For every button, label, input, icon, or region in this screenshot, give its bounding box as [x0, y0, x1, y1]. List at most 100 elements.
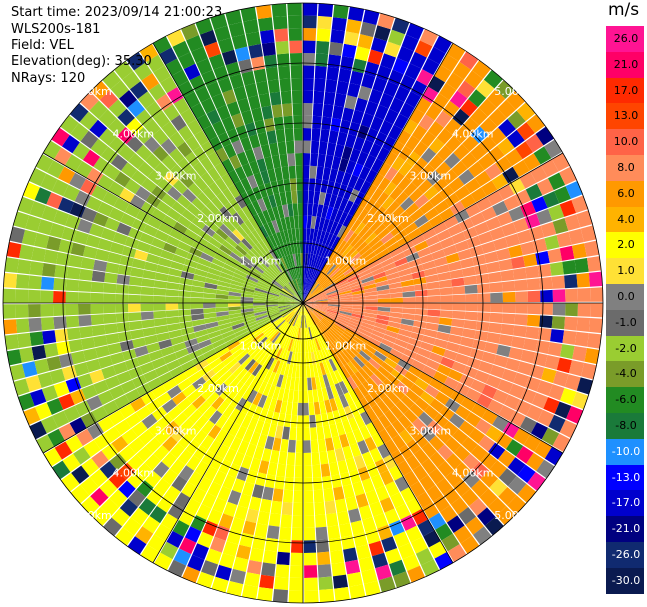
- velocity-gate: [526, 314, 541, 327]
- velocity-gate: [384, 267, 398, 276]
- velocity-gate: [449, 200, 465, 215]
- velocity-gate: [280, 90, 292, 105]
- velocity-gate: [303, 190, 309, 204]
- velocity-gate: [46, 192, 63, 209]
- velocity-gate: [240, 191, 252, 206]
- velocity-gate: [331, 326, 342, 337]
- velocity-gate: [134, 345, 149, 358]
- velocity-gate: [359, 180, 372, 195]
- velocity-gate: [279, 272, 289, 284]
- velocity-gate: [228, 408, 241, 423]
- velocity-gate: [166, 87, 184, 104]
- velocity-gate: [387, 391, 401, 405]
- velocity-gate: [283, 178, 291, 192]
- velocity-gate: [103, 293, 116, 303]
- colorbar-segment: [606, 206, 644, 233]
- ring-label: 2.00km: [197, 212, 239, 225]
- azimuth-spoke: [302, 302, 563, 454]
- velocity-gate: [587, 333, 602, 349]
- velocity-gate: [135, 186, 151, 201]
- velocity-gate: [248, 361, 259, 374]
- velocity-gate: [358, 328, 372, 337]
- velocity-gate: [311, 351, 316, 365]
- velocity-gate: [256, 158, 267, 173]
- velocity-gate: [297, 278, 301, 291]
- velocity-gate: [395, 400, 410, 415]
- velocity-gate: [282, 256, 290, 269]
- velocity-gate: [255, 472, 267, 487]
- velocity-gate: [365, 295, 378, 300]
- velocity-gate: [242, 428, 254, 443]
- velocity-gate: [365, 361, 378, 374]
- velocity-gate: [458, 169, 475, 185]
- velocity-gate: [240, 6, 257, 22]
- velocity-gate: [120, 380, 136, 394]
- velocity-gate: [303, 303, 312, 313]
- velocity-gate: [402, 308, 416, 315]
- velocity-gate: [379, 120, 394, 136]
- velocity-gate: [228, 295, 241, 300]
- velocity-gate: [304, 590, 319, 603]
- velocity-gate: [180, 271, 195, 280]
- velocity-gate: [136, 445, 153, 463]
- velocity-gate: [136, 480, 154, 498]
- velocity-gate: [196, 211, 210, 225]
- velocity-gate: [453, 479, 471, 497]
- colorbar-segment: [606, 232, 644, 259]
- velocity-gate: [269, 358, 278, 372]
- velocity-gate: [279, 78, 291, 92]
- velocity-gate: [216, 289, 229, 296]
- velocity-gate: [231, 139, 245, 155]
- velocity-gate: [453, 143, 470, 161]
- velocity-gate: [464, 178, 481, 194]
- velocity-gate: [272, 16, 288, 30]
- velocity-gate: [290, 299, 303, 303]
- velocity-gate: [295, 253, 299, 266]
- velocity-gate: [190, 291, 204, 298]
- velocity-gate: [286, 140, 295, 154]
- velocity-gate: [267, 221, 276, 235]
- velocity-gate: [289, 577, 303, 591]
- velocity-gate: [224, 390, 237, 405]
- velocity-gate: [269, 91, 282, 106]
- velocity-gate: [262, 196, 272, 210]
- velocity-gate: [184, 526, 202, 543]
- velocity-gate: [365, 489, 380, 505]
- velocity-gate: [146, 398, 162, 414]
- velocity-gate: [162, 378, 178, 392]
- velocity-gate: [269, 264, 280, 276]
- velocity-gate: [229, 316, 243, 323]
- velocity-gate: [407, 228, 422, 240]
- velocity-gate: [373, 244, 387, 255]
- velocity-gate: [299, 315, 302, 328]
- velocity-gate: [369, 390, 382, 404]
- velocity-gate: [192, 376, 206, 390]
- velocity-gate: [365, 299, 378, 303]
- velocity-gate: [303, 265, 305, 278]
- velocity-gate: [364, 436, 377, 452]
- velocity-gate: [255, 314, 268, 321]
- velocity-gate: [564, 316, 578, 331]
- velocity-gate: [225, 236, 238, 248]
- velocity-gate: [68, 254, 83, 268]
- velocity-gate: [437, 444, 454, 461]
- velocity-gate: [232, 556, 249, 572]
- velocity-gate: [435, 264, 450, 274]
- velocity-gate: [290, 303, 303, 307]
- velocity-gate: [299, 265, 302, 279]
- velocity-gate: [151, 237, 166, 250]
- velocity-gate: [377, 13, 395, 30]
- velocity-gate: [336, 318, 349, 326]
- velocity-gate: [247, 560, 262, 575]
- velocity-gate: [247, 345, 259, 356]
- velocity-gate: [228, 184, 240, 199]
- velocity-gate: [301, 303, 303, 316]
- velocity-gate: [287, 282, 296, 294]
- velocity-gate: [486, 261, 501, 273]
- velocity-gate: [466, 357, 482, 370]
- velocity-gate: [496, 248, 511, 261]
- velocity-gate: [194, 268, 208, 278]
- velocity-gate: [520, 388, 537, 404]
- velocity-gate: [405, 91, 421, 108]
- velocity-gate: [415, 296, 428, 303]
